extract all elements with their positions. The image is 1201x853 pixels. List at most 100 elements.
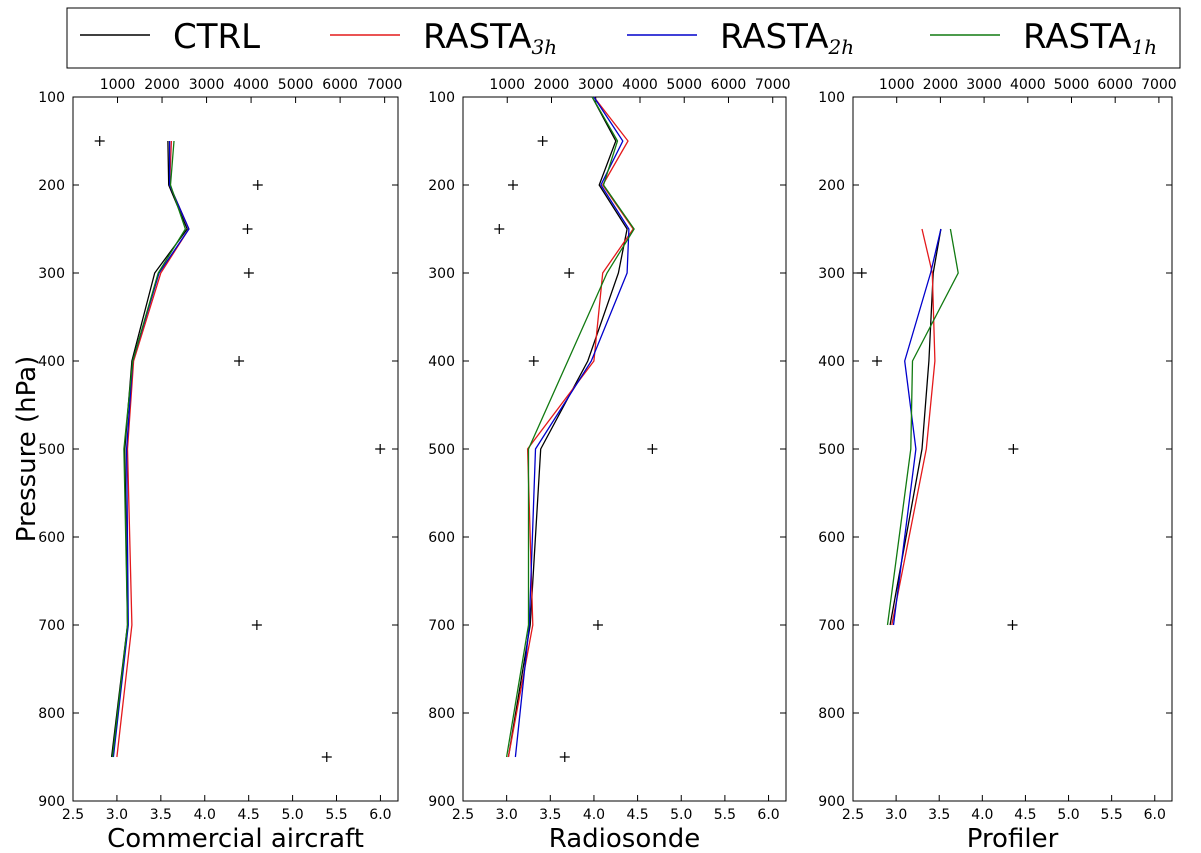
count-marker-1-4 bbox=[528, 356, 539, 366]
x-tick-label-0-3: 4.0 bbox=[194, 807, 216, 823]
y-tick-label-1-5: 600 bbox=[428, 530, 455, 546]
x-tick-label-1-6: 5.5 bbox=[714, 807, 736, 823]
x-tick-label-2-0: 2.5 bbox=[842, 807, 864, 823]
x-tick-label-2-1: 3.0 bbox=[885, 807, 907, 823]
y-tick-label-0-8: 900 bbox=[38, 794, 65, 810]
series-line-2-0 bbox=[889, 228, 942, 626]
y-tick-label-2-5: 600 bbox=[818, 530, 845, 546]
count-marker-1-1 bbox=[507, 180, 518, 190]
series-line-0-1 bbox=[116, 140, 190, 758]
panel-1: 2.5 3.0 3.5 4.0 4.5 5.0 5.5 6.0 1000 2000 3000 4000… bbox=[428, 77, 790, 853]
x2-tick-label-2-6: 7000 bbox=[1141, 77, 1177, 93]
x2-tick-label-2-1: 2000 bbox=[923, 77, 959, 93]
series-line-0-3 bbox=[111, 140, 187, 758]
series-line-2-2 bbox=[892, 228, 942, 626]
y-tick-label-0-5: 600 bbox=[38, 530, 65, 546]
panel-title-1: Radiosonde bbox=[549, 824, 701, 853]
series-line-1-3 bbox=[505, 96, 635, 758]
series-line-1-2 bbox=[514, 96, 630, 758]
y-tick-label-2-8: 900 bbox=[818, 794, 845, 810]
x2-tick-label-1-0: 1000 bbox=[489, 77, 525, 93]
y-tick-label-0-3: 400 bbox=[38, 354, 65, 370]
count-marker-1-2 bbox=[494, 224, 505, 234]
count-marker-1-6 bbox=[592, 620, 603, 630]
panel-0: 2.5 3.0 3.5 4.0 4.5 5.0 5.5 6.0 1000 2000 3000 4000… bbox=[38, 77, 402, 853]
legend-label-text-3: RASTA bbox=[1023, 17, 1131, 57]
x-tick-label-2-3: 4.0 bbox=[971, 807, 993, 823]
count-marker-0-6 bbox=[251, 620, 262, 630]
x2-tick-label-2-0: 1000 bbox=[879, 77, 915, 93]
count-marker-1-5 bbox=[647, 444, 658, 454]
legend-label-text-0: CTRL bbox=[173, 17, 260, 57]
count-marker-0-3 bbox=[243, 268, 254, 278]
panel-frame-0 bbox=[72, 96, 399, 802]
count-marker-0-7 bbox=[321, 752, 332, 762]
x-tick-label-0-5: 5.0 bbox=[281, 807, 303, 823]
x2-tick-label-1-1: 2000 bbox=[534, 77, 570, 93]
x-tick-label-0-0: 2.5 bbox=[62, 807, 84, 823]
x2-tick-label-0-6: 7000 bbox=[367, 77, 403, 93]
x-tick-label-1-2: 3.5 bbox=[539, 807, 561, 823]
x2-tick-label-2-5: 6000 bbox=[1097, 77, 1133, 93]
count-marker-2-1 bbox=[872, 356, 883, 366]
x-tick-label-0-7: 6.0 bbox=[369, 807, 391, 823]
x-tick-label-2-2: 3.5 bbox=[928, 807, 950, 823]
x2-tick-label-1-3: 4000 bbox=[622, 77, 658, 93]
x-tick-label-0-6: 5.5 bbox=[325, 807, 347, 823]
y-tick-label-2-1: 200 bbox=[818, 178, 845, 194]
y-tick-label-2-7: 800 bbox=[818, 706, 845, 722]
legend-frame bbox=[66, 7, 1181, 69]
y-axis-label: Pressure (hPa) bbox=[12, 356, 42, 543]
y-tick-label-2-4: 500 bbox=[818, 442, 845, 458]
legend-label-text-2: RASTA bbox=[720, 17, 828, 57]
x2-tick-label-0-2: 3000 bbox=[189, 77, 225, 93]
count-marker-0-2 bbox=[242, 224, 253, 234]
y-tick-label-1-7: 800 bbox=[428, 706, 455, 722]
count-marker-1-7 bbox=[559, 752, 570, 762]
count-marker-1-3 bbox=[564, 268, 575, 278]
x-tick-label-2-4: 4.5 bbox=[1014, 807, 1036, 823]
y-tick-label-1-4: 500 bbox=[428, 442, 455, 458]
legend-label-2: RASTA2h bbox=[720, 17, 854, 59]
legend: CTRL RASTA3h RASTA2h RASTA1h bbox=[66, 7, 1181, 69]
y-tick-label-2-0: 100 bbox=[818, 90, 845, 106]
legend-label-0: CTRL bbox=[173, 17, 260, 57]
legend-label-subscript-3: 1h bbox=[1131, 35, 1157, 59]
legend-label-1: RASTA3h bbox=[423, 17, 557, 59]
x2-tick-label-0-4: 5000 bbox=[278, 77, 314, 93]
x2-tick-label-1-5: 6000 bbox=[711, 77, 747, 93]
panel-frame-1 bbox=[462, 96, 787, 802]
series-line-1-0 bbox=[507, 96, 628, 758]
x-tick-label-1-7: 6.0 bbox=[757, 807, 779, 823]
x2-tick-label-0-5: 6000 bbox=[322, 77, 358, 93]
count-marker-0-0 bbox=[94, 136, 105, 146]
panel-title-2: Profiler bbox=[967, 824, 1059, 853]
count-marker-2-3 bbox=[1007, 620, 1018, 630]
legend-label-text-1: RASTA bbox=[423, 17, 531, 57]
y-tick-label-0-2: 300 bbox=[38, 266, 65, 282]
count-marker-0-5 bbox=[375, 444, 386, 454]
x2-tick-label-1-4: 5000 bbox=[666, 77, 702, 93]
y-tick-label-1-0: 100 bbox=[428, 90, 455, 106]
y-tick-label-0-4: 500 bbox=[38, 442, 65, 458]
panels: 2.5 3.0 3.5 4.0 4.5 5.0 5.5 6.0 1000 2000 3000 4000… bbox=[38, 77, 1176, 853]
y-tick-label-2-3: 400 bbox=[818, 354, 845, 370]
series-line-2-3 bbox=[886, 228, 959, 626]
series-line-1-1 bbox=[507, 96, 634, 758]
y-tick-label-1-6: 700 bbox=[428, 618, 455, 634]
x-tick-label-2-6: 5.5 bbox=[1101, 807, 1123, 823]
y-tick-label-0-7: 800 bbox=[38, 706, 65, 722]
count-marker-0-4 bbox=[234, 356, 245, 366]
x-tick-label-1-0: 2.5 bbox=[452, 807, 474, 823]
legend-label-3: RASTA1h bbox=[1023, 17, 1157, 59]
y-tick-label-1-2: 300 bbox=[428, 266, 455, 282]
x2-tick-label-1-2: 3000 bbox=[578, 77, 614, 93]
count-marker-0-1 bbox=[252, 180, 263, 190]
y-tick-label-2-6: 700 bbox=[818, 618, 845, 634]
y-tick-label-0-1: 200 bbox=[38, 178, 65, 194]
x-tick-label-2-7: 6.0 bbox=[1144, 807, 1166, 823]
y-tick-label-1-8: 900 bbox=[428, 794, 455, 810]
x-tick-label-0-2: 3.5 bbox=[150, 807, 172, 823]
y-tick-label-0-6: 700 bbox=[38, 618, 65, 634]
